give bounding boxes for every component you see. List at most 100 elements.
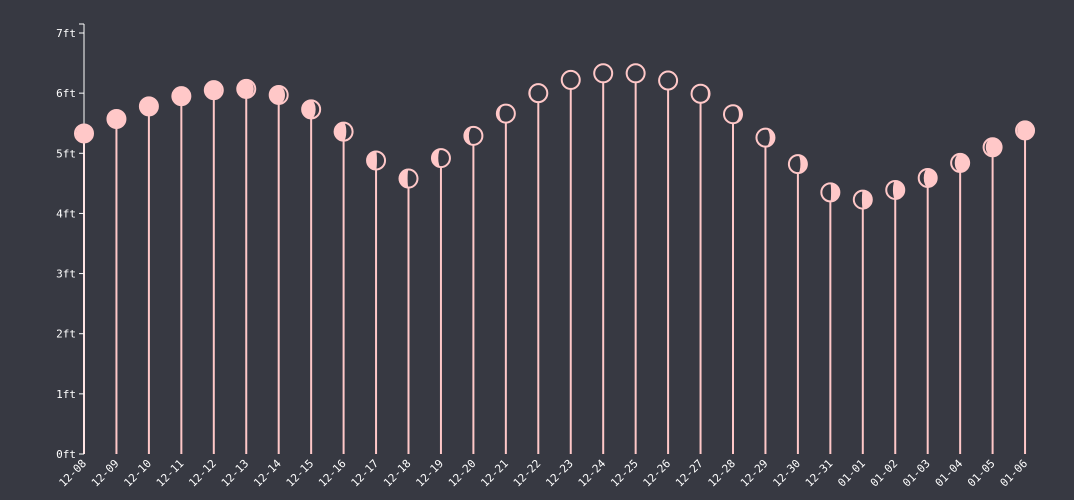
x-axis: 12-08 12-09 12-10 12-11 12-12 12-13 12-14 12-15… <box>57 457 1031 490</box>
moon-disc <box>691 84 710 103</box>
moon-marker-12-08 <box>74 123 94 144</box>
x-tick-label: 12-09 <box>89 457 122 490</box>
x-tick-label: 01-05 <box>965 457 998 490</box>
moon-outline <box>1015 120 1036 141</box>
moon-outline <box>917 167 938 188</box>
moon-marker-12-24 <box>593 63 614 84</box>
moon-marker-12-31 <box>820 182 841 203</box>
x-tick-label: 12-11 <box>154 457 187 490</box>
x-tick-label: 12-27 <box>673 457 706 490</box>
moon-disc <box>496 104 515 123</box>
y-tick-label: 5ft <box>56 147 76 160</box>
moon-outline <box>398 168 419 189</box>
x-tick-label: 12-16 <box>316 457 349 490</box>
moon-outline <box>106 109 127 130</box>
moon-marker-12-14 <box>268 84 289 105</box>
moon-lit-portion <box>107 110 126 129</box>
moon-lit-portion <box>75 124 93 143</box>
moon-outline <box>495 103 516 124</box>
y-tick-label: 3ft <box>56 268 76 281</box>
moon-lit-portion <box>139 97 158 116</box>
moon-lit-portion <box>237 79 254 98</box>
moon-outline <box>301 99 322 120</box>
x-tick-label: 12-15 <box>284 457 317 490</box>
x-tick-label: 12-31 <box>803 457 836 490</box>
moon-marker-12-27 <box>690 83 711 104</box>
moon-marker-01-06 <box>1015 120 1036 141</box>
y-tick-label: 4ft <box>56 207 76 220</box>
x-tick-label: 12-08 <box>57 457 90 490</box>
moon-marker-12-11 <box>171 86 192 107</box>
moon-lit-portion <box>985 138 1002 157</box>
moon-outline <box>723 104 743 125</box>
moon-lit-portion <box>923 168 937 187</box>
moon-outline <box>690 83 711 104</box>
moon-marker-12-29 <box>755 127 776 148</box>
x-tick-label: 12-22 <box>511 457 544 490</box>
moon-outline <box>820 182 841 203</box>
moon-marker-12-28 <box>723 104 743 125</box>
moon-outline <box>528 83 549 104</box>
x-tick-label: 12-29 <box>738 457 771 490</box>
y-axis: 0ft 1ft 2ft 3ft 4ft 5ft 6ft 7ft <box>56 23 85 461</box>
x-tick-label: 01-06 <box>998 457 1031 490</box>
x-tick-label: 12-10 <box>121 457 154 490</box>
moon-lit-portion <box>892 180 905 199</box>
moon-marker-12-30 <box>787 154 808 175</box>
moon-outline <box>658 70 679 91</box>
moon-lit-portion <box>204 81 222 100</box>
moon-marker-12-17 <box>366 150 387 171</box>
moon-marker-12-25 <box>625 63 646 84</box>
moon-disc <box>724 105 742 124</box>
moon-marker-12-23 <box>560 69 581 90</box>
moon-outline <box>593 63 614 84</box>
x-tick-label: 12-18 <box>381 457 414 490</box>
x-tick-label: 12-25 <box>608 457 641 490</box>
moon-outline <box>74 123 94 144</box>
moon-marker-12-09 <box>106 109 127 130</box>
moon-disc <box>529 84 548 103</box>
moon-outline <box>463 125 484 146</box>
moon-outline <box>787 154 808 175</box>
y-tick-label: 7ft <box>56 27 76 40</box>
x-tick-label: 12-21 <box>478 457 511 490</box>
moon-outline <box>950 152 971 173</box>
moon-outline <box>852 189 873 210</box>
moon-outline <box>430 148 451 169</box>
moon-marker-12-26 <box>658 70 679 91</box>
x-tick-label: 12-12 <box>186 457 219 490</box>
x-tick-label: 01-01 <box>835 457 868 490</box>
moon-outline <box>982 137 1003 158</box>
y-tick-label: 2ft <box>56 328 76 341</box>
moon-markers-layer <box>74 63 1036 210</box>
x-tick-label: 01-03 <box>900 457 933 490</box>
x-tick-label: 12-24 <box>576 457 609 490</box>
moon-marker-12-18 <box>398 168 419 189</box>
x-tick-label: 12-23 <box>543 457 576 490</box>
moon-marker-12-15 <box>301 99 322 120</box>
moon-outline <box>885 179 906 200</box>
moon-marker-01-05 <box>982 137 1003 158</box>
moon-marker-12-21 <box>495 103 516 124</box>
moon-lit-portion <box>269 85 285 104</box>
moon-marker-12-16 <box>333 121 354 142</box>
x-tick-label: 12-28 <box>706 457 739 490</box>
x-tick-label: 12-19 <box>413 457 446 490</box>
moon-marker-12-12 <box>203 80 224 101</box>
moon-lit-portion <box>1017 121 1035 140</box>
x-tick-label: 12-26 <box>641 457 674 490</box>
moon-disc <box>594 64 613 83</box>
moon-disc <box>626 64 645 83</box>
x-tick-label: 01-02 <box>868 457 901 490</box>
moon-outline <box>203 80 224 101</box>
moon-outline <box>333 121 354 142</box>
moon-outline <box>560 69 581 90</box>
moon-lit-portion <box>302 100 316 119</box>
moon-marker-12-10 <box>138 96 159 117</box>
y-tick-label: 6ft <box>56 87 76 100</box>
moon-marker-12-20 <box>463 125 484 146</box>
moon-lit-portion <box>172 87 190 106</box>
moon-outline <box>268 84 289 105</box>
y-tick-label: 1ft <box>56 388 76 401</box>
moon-marker-12-19 <box>430 148 451 169</box>
